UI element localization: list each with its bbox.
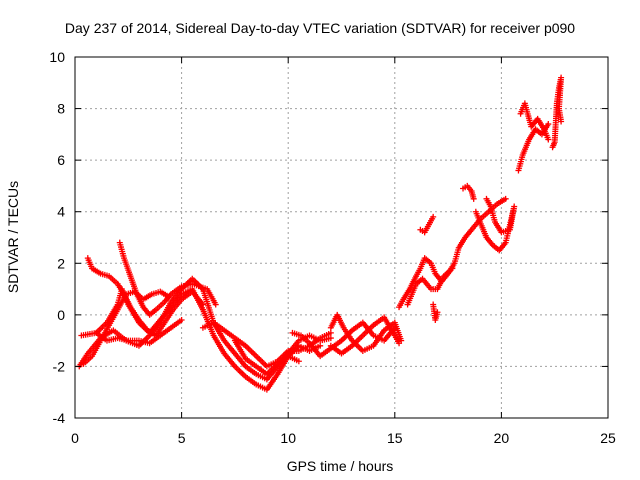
y-tick-label: 0 <box>57 307 65 323</box>
x-tick-label: 25 <box>600 430 616 446</box>
y-tick-label: 4 <box>57 204 65 220</box>
data-point <box>434 309 441 316</box>
data-point <box>430 213 437 220</box>
data-point <box>545 121 552 128</box>
data-point <box>396 340 403 347</box>
data-point <box>502 195 509 202</box>
data-point <box>327 335 334 342</box>
data-point <box>317 342 324 349</box>
y-axis-label: SDTVAR / TECUs <box>5 181 21 293</box>
x-tick-label: 15 <box>387 430 403 446</box>
x-tick-label: 5 <box>178 430 186 446</box>
y-tick-label: -2 <box>53 358 66 374</box>
data-point <box>470 195 477 202</box>
data-points <box>76 74 565 393</box>
data-point <box>165 293 172 300</box>
data-point <box>178 317 185 324</box>
y-tick-label: -4 <box>53 410 66 426</box>
data-point <box>558 118 565 125</box>
data-point <box>449 265 456 272</box>
data-point <box>483 195 490 202</box>
data-point <box>327 329 334 336</box>
chart-title: Day 237 of 2014, Sidereal Day-to-day VTE… <box>65 20 575 36</box>
data-point <box>212 301 219 308</box>
x-tick-label: 10 <box>280 430 296 446</box>
y-tick-label: 2 <box>57 255 65 271</box>
y-tick-label: 10 <box>49 49 65 65</box>
plot-frame <box>74 56 609 419</box>
data-point <box>199 301 206 308</box>
x-tick-label: 20 <box>494 430 510 446</box>
data-point <box>295 358 302 365</box>
grid <box>75 57 608 418</box>
y-tick-label: 6 <box>57 152 65 168</box>
data-point <box>545 136 552 143</box>
x-axis-label: GPS time / hours <box>287 458 394 474</box>
x-tick-label: 0 <box>71 430 79 446</box>
axis-ticks: 0 5 10 15 20 25 -4 -2 0 2 4 6 8 10 <box>49 49 616 446</box>
y-tick-label: 8 <box>57 101 65 117</box>
